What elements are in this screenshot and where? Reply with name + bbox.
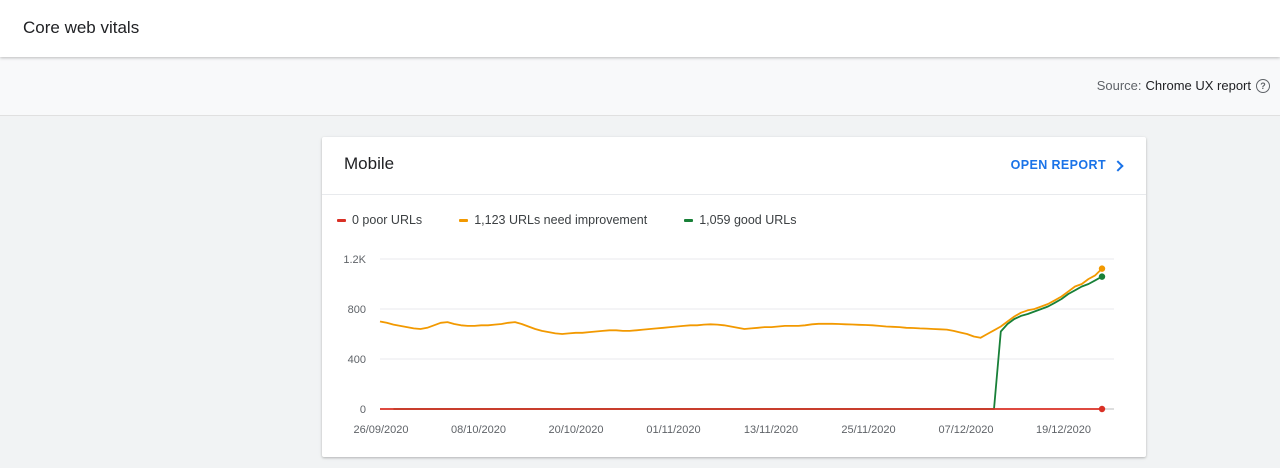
series-line-0 — [379, 267, 1103, 339]
y-tick-label: 800 — [348, 304, 366, 316]
data-source: Source: Chrome UX report ? — [1097, 78, 1270, 93]
series-end-point-0 — [1098, 265, 1106, 272]
chevron-right-icon — [1112, 159, 1124, 172]
legend-swatch-good — [684, 218, 694, 222]
x-tick-label: 20/10/2020 — [548, 424, 603, 436]
help-circle-icon[interactable]: ? — [1256, 78, 1270, 93]
url-trend-chart: 0 400 800 1.2K 26/09/2020 08/10/2020 20/10/202… — [343, 254, 1114, 436]
open-report-button[interactable]: OPEN REPORT — [1010, 158, 1124, 172]
mobile-card: Mobile OPEN REPORT 0 poor URLs 1,123 URL… — [322, 137, 1146, 457]
series-end-point-1 — [1098, 273, 1106, 280]
page-title: Core web vitals — [23, 18, 140, 37]
chart-legend: 0 poor URLs 1,123 URLs need improvement … — [337, 213, 834, 227]
source-value: Chrome UX report — [1145, 78, 1251, 93]
legend-swatch-needs-improvement — [459, 218, 469, 222]
open-report-label: OPEN REPORT — [1010, 158, 1106, 172]
legend-item-needs-improvement[interactable]: 1,123 URLs need improvement — [459, 213, 647, 227]
legend-item-poor[interactable]: 0 poor URLs — [337, 213, 422, 227]
series-end-point-2 — [1098, 405, 1106, 413]
legend-label-poor: 0 poor URLs — [352, 213, 423, 227]
x-tick-label: 26/09/2020 — [353, 424, 408, 436]
legend-label-good: 1,059 good URLs — [699, 213, 797, 227]
source-bar: Source: Chrome UX report ? — [0, 57, 1280, 116]
x-tick-label: 13/11/2020 — [744, 424, 798, 436]
x-tick-label: 08/10/2020 — [451, 424, 506, 436]
source-label: Source: — [1096, 78, 1142, 93]
y-tick-label: 400 — [348, 354, 366, 366]
card-title: Mobile — [344, 154, 395, 173]
legend-item-good[interactable]: 1,059 good URLs — [684, 213, 797, 227]
x-tick-label: 07/12/2020 — [938, 424, 993, 436]
x-tick-label: 19/12/2020 — [1036, 424, 1091, 436]
legend-label-needs-improvement: 1,123 URLs need improvement — [474, 213, 648, 227]
legend-swatch-poor — [337, 218, 346, 222]
x-tick-label: 01/11/2020 — [646, 424, 700, 436]
card-header: Mobile OPEN REPORT — [322, 137, 1146, 195]
series-line-1 — [393, 275, 1103, 410]
y-tick-label: 0 — [360, 404, 366, 416]
x-tick-label: 25/11/2020 — [841, 424, 895, 436]
y-tick-label: 1.2K — [343, 254, 366, 266]
top-bar: Core web vitals — [0, 0, 1280, 57]
